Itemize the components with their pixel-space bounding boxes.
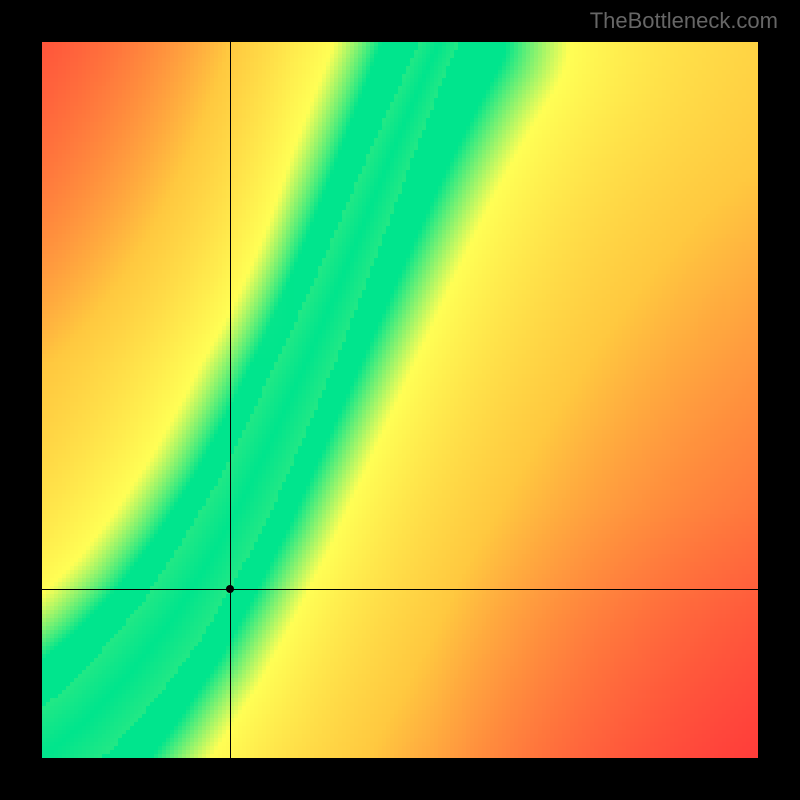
heatmap-canvas [42, 42, 758, 758]
crosshair-horizontal [42, 589, 758, 590]
crosshair-marker [226, 585, 234, 593]
attribution-text: TheBottleneck.com [590, 8, 778, 34]
heatmap-plot [42, 42, 758, 758]
crosshair-vertical [230, 42, 231, 758]
